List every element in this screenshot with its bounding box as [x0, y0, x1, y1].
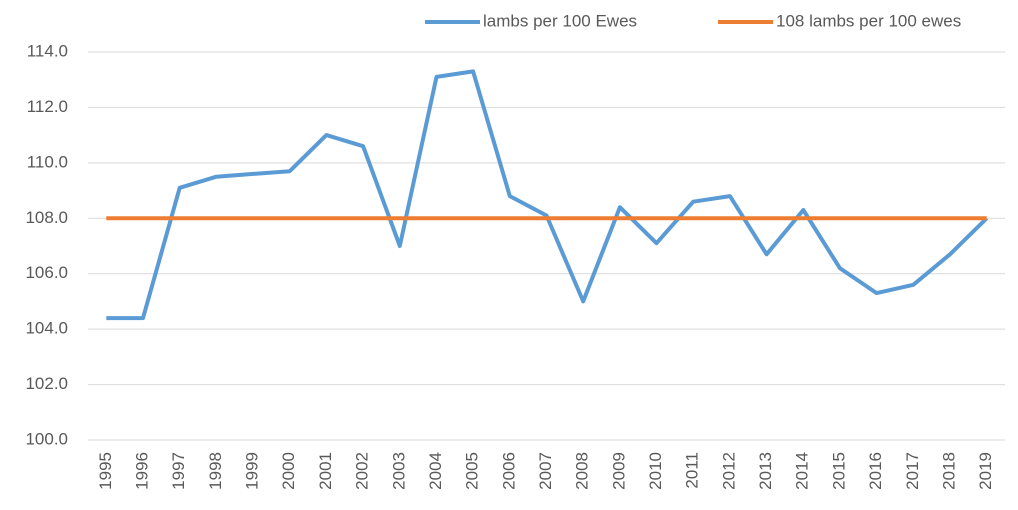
x-tick-label: 2010 — [646, 452, 665, 490]
x-tick-label: 2000 — [279, 452, 298, 490]
legend-label: 108 lambs per 100 ewes — [776, 11, 961, 30]
y-tick-label: 104.0 — [25, 319, 68, 338]
x-tick-label: 2013 — [756, 452, 775, 490]
x-tick-label: 2008 — [573, 452, 592, 490]
x-tick-label: 2002 — [353, 452, 372, 490]
x-tick-label: 2017 — [903, 452, 922, 490]
x-tick-label: 2018 — [939, 452, 958, 490]
x-tick-label: 2019 — [976, 452, 995, 490]
y-tick-label: 106.0 — [25, 263, 68, 282]
x-tick-label: 2015 — [829, 452, 848, 490]
x-tick-label: 2005 — [463, 452, 482, 490]
y-tick-label: 112.0 — [27, 97, 68, 116]
x-tick-label: 2006 — [499, 452, 518, 490]
x-tick-label: 1997 — [169, 452, 188, 490]
x-tick-label: 1995 — [96, 452, 115, 490]
x-tick-label: 1999 — [243, 452, 262, 490]
x-tick-label: 1996 — [133, 452, 152, 490]
y-tick-label: 114.0 — [27, 41, 68, 60]
legend-label: lambs per 100 Ewes — [483, 11, 637, 30]
x-tick-label: 2001 — [316, 452, 335, 490]
x-tick-label: 2003 — [389, 452, 408, 490]
x-tick-label: 1998 — [206, 452, 225, 490]
y-tick-label: 110.0 — [27, 152, 68, 171]
x-tick-label: 2007 — [536, 452, 555, 490]
y-tick-label: 108.0 — [25, 208, 68, 227]
x-tick-label: 2011 — [683, 452, 702, 489]
x-tick-label: 2009 — [609, 452, 628, 490]
x-tick-label: 2004 — [426, 452, 445, 490]
line-series — [106, 69, 989, 321]
x-tick-label: 2016 — [866, 452, 885, 490]
x-tick-label: 2014 — [793, 452, 812, 490]
y-tick-label: 102.0 — [25, 374, 68, 393]
x-tick-label: 2012 — [719, 452, 738, 490]
y-tick-label: 100.0 — [25, 429, 68, 448]
